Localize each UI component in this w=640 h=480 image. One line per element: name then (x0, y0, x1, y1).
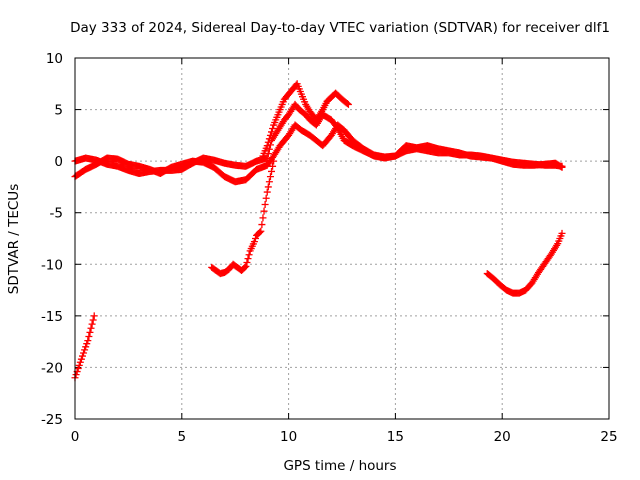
data-point (258, 221, 266, 229)
data-point (256, 228, 264, 236)
data-point (344, 100, 352, 108)
data-point (251, 235, 259, 242)
data-point (264, 138, 272, 146)
data-point (243, 258, 251, 266)
data-point (75, 361, 83, 369)
data-points (71, 80, 566, 382)
data-series (71, 312, 98, 382)
data-point (81, 346, 89, 354)
x-tick-label: 10 (280, 429, 297, 445)
data-point (90, 312, 98, 320)
data-point (245, 251, 253, 259)
data-point (266, 173, 274, 181)
data-point (259, 214, 267, 222)
data-point (558, 229, 566, 237)
data-series (259, 80, 352, 160)
y-tick-label: -5 (50, 206, 63, 222)
axis-ticks: 0 5 10 15 20 25 -25 -20 -15 -10 -5 0 5 10 (41, 51, 618, 445)
data-point (261, 200, 269, 208)
data-point (80, 349, 88, 357)
data-point (270, 157, 278, 165)
data-point (343, 100, 351, 108)
x-tick-label: 20 (494, 429, 511, 445)
data-point (241, 263, 249, 271)
data-point (257, 227, 265, 235)
x-tick-label: 5 (178, 429, 187, 445)
data-series (483, 229, 566, 297)
data-point (269, 162, 277, 170)
data-point (262, 194, 270, 202)
chart-title: Day 333 of 2024, Sidereal Day-to-day VTE… (70, 20, 610, 36)
y-axis-label: SDTVAR / TECUs (6, 184, 22, 294)
data-point (77, 355, 85, 363)
data-point (558, 163, 566, 171)
y-tick-label: 5 (54, 103, 63, 119)
data-point (269, 124, 277, 132)
data-point (557, 163, 565, 171)
data-point (266, 131, 274, 139)
data-point (264, 183, 272, 191)
y-tick-label: -20 (41, 360, 63, 376)
data-point (88, 320, 96, 328)
data-point (76, 358, 84, 366)
y-tick-label: 10 (46, 51, 63, 67)
plot-frame (74, 57, 610, 420)
data-point (72, 371, 80, 379)
data-point (84, 337, 92, 345)
data-point (82, 343, 90, 351)
data-point (74, 364, 82, 372)
x-tick-label: 0 (71, 429, 80, 445)
data-point (83, 340, 91, 348)
data-point (78, 352, 86, 360)
data-point (87, 324, 95, 332)
data-point (265, 178, 273, 186)
data-point (89, 316, 97, 324)
data-point (244, 255, 252, 263)
data-point (265, 145, 273, 153)
y-tick-label: -10 (41, 257, 63, 273)
data-point (265, 135, 273, 143)
y-tick-label: -15 (41, 309, 63, 325)
data-series (208, 157, 278, 278)
x-tick-label: 25 (600, 429, 617, 445)
data-point (268, 128, 276, 136)
data-point (263, 142, 271, 150)
x-axis-label: GPS time / hours (283, 458, 396, 474)
y-tick-label: -25 (41, 412, 63, 428)
data-point (263, 188, 271, 196)
data-point (268, 167, 276, 175)
data-point (260, 207, 268, 215)
data-series (71, 121, 566, 186)
x-tick-label: 15 (387, 429, 404, 445)
data-point (86, 328, 94, 336)
data-point (85, 332, 93, 340)
data-point (242, 262, 250, 270)
y-tick-label: 0 (54, 154, 63, 170)
data-point (250, 238, 258, 246)
